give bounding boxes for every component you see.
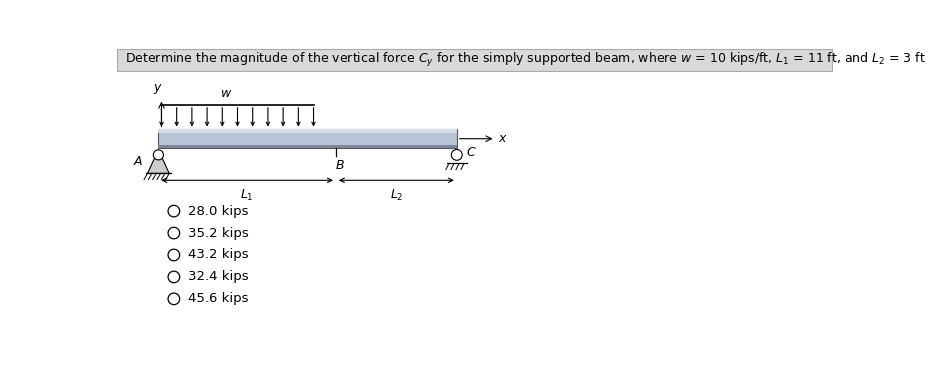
Polygon shape [147, 150, 169, 173]
Text: Determine the magnitude of the vertical force $C_y$ for the simply supported bea: Determine the magnitude of the vertical … [125, 51, 926, 69]
FancyBboxPatch shape [158, 129, 457, 133]
Circle shape [168, 249, 180, 261]
Text: 35.2 kips: 35.2 kips [188, 227, 248, 240]
Text: 45.6 kips: 45.6 kips [188, 292, 248, 305]
Text: 32.4 kips: 32.4 kips [188, 271, 248, 283]
Circle shape [168, 271, 180, 283]
Circle shape [168, 227, 180, 239]
Text: $C$: $C$ [466, 146, 477, 159]
Circle shape [451, 149, 462, 160]
Text: $L_1$: $L_1$ [240, 188, 254, 203]
FancyBboxPatch shape [117, 49, 832, 71]
FancyBboxPatch shape [158, 145, 457, 148]
Text: $x$: $x$ [498, 132, 507, 145]
Text: 28.0 kips: 28.0 kips [188, 205, 248, 218]
Text: $A$: $A$ [132, 154, 143, 168]
Circle shape [168, 205, 180, 217]
Text: $y$: $y$ [154, 82, 163, 96]
Text: $B$: $B$ [335, 159, 344, 172]
Circle shape [154, 150, 163, 160]
FancyBboxPatch shape [158, 129, 457, 148]
Circle shape [168, 293, 180, 305]
Text: $L_2$: $L_2$ [390, 188, 403, 203]
Text: 43.2 kips: 43.2 kips [188, 249, 248, 261]
Text: $w$: $w$ [219, 87, 232, 100]
